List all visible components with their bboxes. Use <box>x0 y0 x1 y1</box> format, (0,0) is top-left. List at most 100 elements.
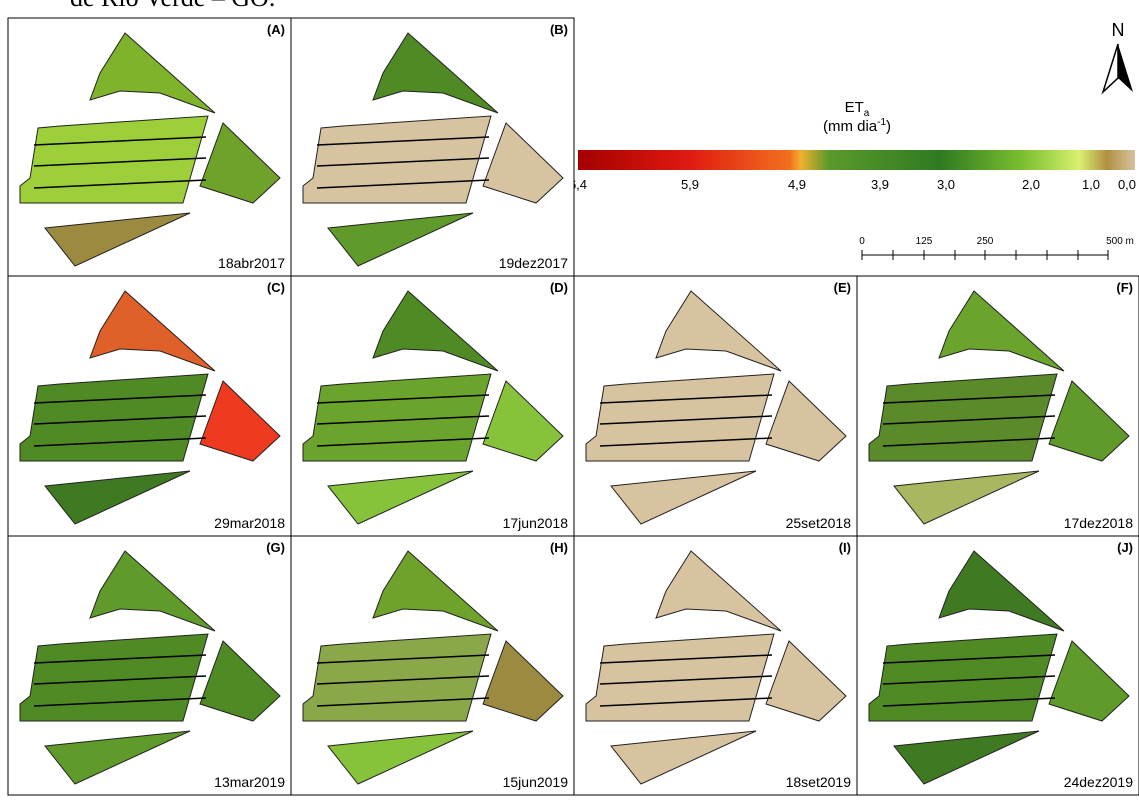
field-polygon <box>19 633 209 722</box>
map-panel: (A) 18abr2017 <box>7 17 292 277</box>
panel-label: (I) <box>839 540 851 555</box>
field-polygon <box>482 380 564 462</box>
legend-unit-main: (mm dia <box>823 118 878 135</box>
field-line <box>33 415 207 425</box>
field-line <box>882 437 1056 447</box>
legend-title-sub: a <box>864 108 870 119</box>
panel-date: 25set2018 <box>786 515 852 531</box>
panel-date: 19dez2017 <box>499 255 569 271</box>
field-polygon <box>372 290 499 372</box>
field-polygon <box>610 730 757 785</box>
field-line <box>316 654 490 664</box>
panel-date: 15jun2019 <box>503 774 569 790</box>
field-polygon <box>199 380 281 462</box>
field-line <box>316 675 490 685</box>
field-polygon <box>893 730 1040 785</box>
field-polygon <box>372 550 499 632</box>
field-polygon <box>893 470 1040 525</box>
field-line <box>882 415 1056 425</box>
color-bar-label: 3,9 <box>871 177 889 192</box>
field-polygon <box>1048 640 1130 722</box>
panel-label: (J) <box>1117 540 1133 555</box>
field-line <box>599 394 773 404</box>
panel-date: 13mar2019 <box>214 774 285 790</box>
map-panel: (E) 25set2018 <box>573 275 858 537</box>
field-polygon <box>302 373 492 462</box>
scale-label: 250 <box>977 236 994 247</box>
color-bar-label: 0,0 <box>1118 177 1136 192</box>
field-line <box>599 654 773 664</box>
field-line <box>33 179 207 189</box>
field-polygon <box>610 470 757 525</box>
legend-unit: (mm dia-1) <box>823 117 891 135</box>
field-polygon <box>327 212 474 267</box>
north-label: N <box>1112 20 1125 40</box>
panel-date: 17jun2018 <box>503 515 569 531</box>
field-polygon <box>89 32 216 114</box>
color-bar-label: 2,0 <box>1022 177 1040 192</box>
field-polygon <box>19 115 209 204</box>
field-line <box>316 136 490 146</box>
field-polygon <box>938 290 1065 372</box>
field-line <box>599 675 773 685</box>
field-line <box>33 136 207 146</box>
field-polygon <box>89 550 216 632</box>
map-panel: (C) 29mar2018 <box>7 275 292 537</box>
map-panel: (F) 17dez2018 <box>856 275 1139 537</box>
color-bar-label: 3,0 <box>937 177 955 192</box>
field-line <box>882 654 1056 664</box>
scale-label: 500 m <box>1106 236 1134 247</box>
panel-date: 18abr2017 <box>218 255 285 271</box>
field-line <box>599 415 773 425</box>
field-polygon <box>44 470 191 525</box>
field-polygon <box>655 290 782 372</box>
field-polygon <box>44 730 191 785</box>
legend-unit-sup: -1 <box>877 117 886 128</box>
field-polygon <box>868 633 1058 722</box>
field-polygon <box>1048 380 1130 462</box>
scale-bar: 0 125 250 500 m <box>859 236 1134 260</box>
field-polygon <box>302 115 492 204</box>
color-bar-label: 1,0 <box>1082 177 1100 192</box>
caption-fragment: de Rio Verde – GO. <box>70 0 275 12</box>
field-line <box>33 697 207 707</box>
field-polygon <box>327 470 474 525</box>
field-line <box>316 697 490 707</box>
field-polygon <box>868 373 1058 462</box>
legend-unit-end: ) <box>886 118 891 135</box>
color-bar <box>578 150 1135 170</box>
map-panel: (I) 18set2019 <box>573 535 858 796</box>
field-polygon <box>44 212 191 267</box>
panel-label: (A) <box>267 22 285 37</box>
field-polygon <box>199 122 281 204</box>
field-line <box>316 415 490 425</box>
panel-date: 29mar2018 <box>214 515 285 531</box>
field-line <box>599 697 773 707</box>
field-polygon <box>585 373 775 462</box>
field-line <box>33 157 207 167</box>
color-bar-label: 5,9 <box>681 177 699 192</box>
map-panel: (H) 15jun2019 <box>290 535 575 796</box>
panel-date: 18set2019 <box>786 774 852 790</box>
panel-label: (F) <box>1116 280 1133 295</box>
scale-label: 125 <box>916 236 933 247</box>
field-line <box>882 394 1056 404</box>
map-panel: (D) 17jun2018 <box>290 275 575 537</box>
map-panel: (J) 24dez2019 <box>856 535 1139 796</box>
field-polygon <box>89 290 216 372</box>
field-line <box>599 437 773 447</box>
field-polygon <box>938 550 1065 632</box>
field-polygon <box>482 640 564 722</box>
field-line <box>33 654 207 664</box>
field-polygon <box>372 32 499 114</box>
panel-label: (G) <box>266 540 285 555</box>
scale-label: 0 <box>859 236 865 247</box>
legend-title-main: ET <box>845 99 864 116</box>
field-polygon <box>585 633 775 722</box>
field-line <box>33 675 207 685</box>
field-polygon <box>19 373 209 462</box>
field-line <box>316 394 490 404</box>
field-polygon <box>199 640 281 722</box>
field-line <box>316 179 490 189</box>
field-polygon <box>765 640 847 722</box>
